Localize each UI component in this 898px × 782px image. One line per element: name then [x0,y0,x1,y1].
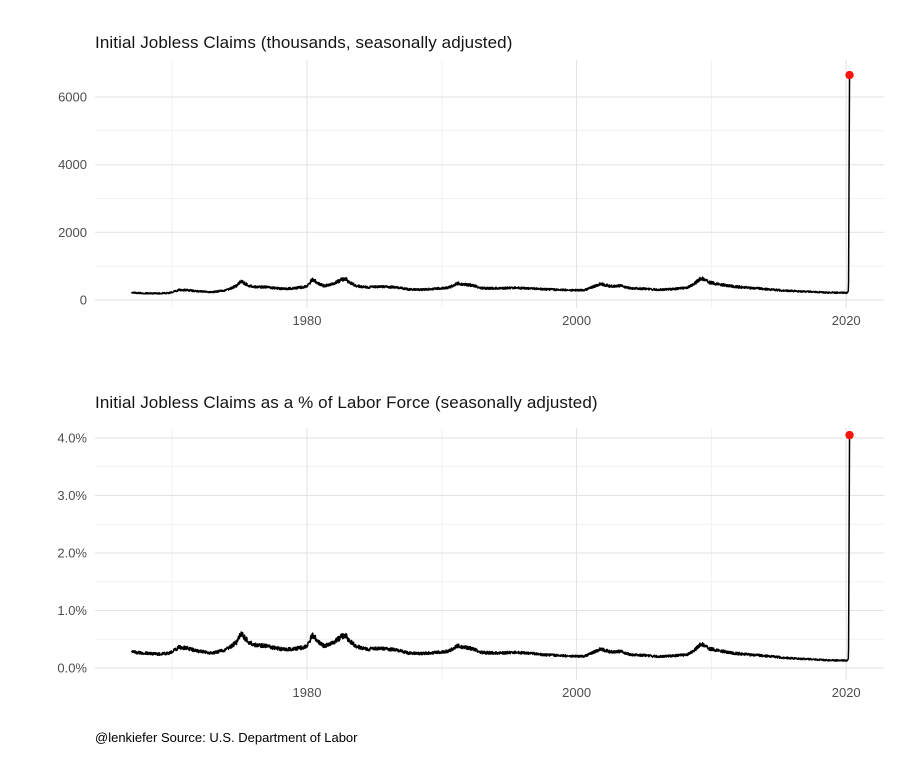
chart-claims-thousands: Initial Jobless Claims (thousands, seaso… [0,33,898,348]
initial-jobless-claims-percent-labor-force-latest-point [845,430,854,440]
y-axis-tick-label: 1.0% [57,603,87,618]
y-axis-tick-label: 4000 [58,157,87,172]
x-axis-tick-label: 2020 [832,685,861,700]
y-axis-tick-label: 0 [80,293,87,308]
chart-claims-percent-plot: 0.0% 1.0% 2.0% 3.0% 4.0% 1980 2000 2020 [57,428,884,700]
initial-jobless-claims-thousands-line [131,74,851,295]
y-axis-tick-label: 4.0% [57,431,87,446]
y-axis-tick-label: 2000 [58,225,87,240]
x-axis-tick-label: 2020 [832,313,861,328]
source-caption: @lenkiefer Source: U.S. Department of La… [95,730,358,745]
chart-claims-thousands-plot: 0 2000 4000 6000 1980 2000 2020 [58,60,884,328]
initial-jobless-claims-thousands-latest-point [845,70,854,80]
chart-title-claims-thousands: Initial Jobless Claims (thousands, seaso… [95,33,513,52]
x-axis-tick-label: 2000 [562,685,591,700]
y-axis-tick-label: 6000 [58,90,87,105]
chart-claims-percent: Initial Jobless Claims as a % of Labor F… [0,393,898,720]
x-axis-tick-label: 1980 [293,313,322,328]
x-axis-tick-label: 1980 [293,685,322,700]
x-axis-tick-label: 2000 [562,313,591,328]
y-axis-tick-label: 3.0% [57,488,87,503]
initial-jobless-claims-percent-labor-force-line [131,434,851,662]
y-axis-tick-label: 2.0% [57,546,87,561]
y-axis-tick-label: 0.0% [57,661,87,676]
chart-title-claims-percent: Initial Jobless Claims as a % of Labor F… [95,393,598,412]
